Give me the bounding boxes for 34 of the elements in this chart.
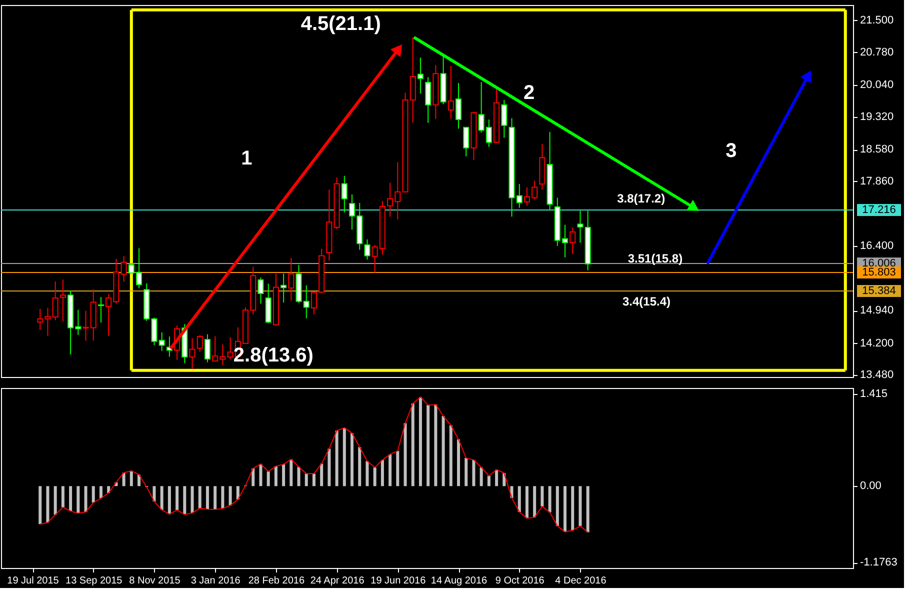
annotation: 3.51(15.8) xyxy=(628,252,683,266)
y-tick-label: -1.1763 xyxy=(860,556,898,569)
ref-line-label: 15.384 xyxy=(862,285,896,298)
annotation: 3.4(15.4) xyxy=(622,294,671,308)
y-tick-label: 17.860 xyxy=(860,175,894,188)
annotation: 2 xyxy=(523,82,535,104)
x-tick-label: 24 Apr 2016 xyxy=(310,576,365,586)
x-tick-label: 8 Nov 2015 xyxy=(129,576,181,586)
x-tick-label: 4 Dec 2016 xyxy=(555,576,607,586)
y-tick-label: 14.940 xyxy=(860,304,894,317)
annotation: 3 xyxy=(726,140,737,162)
ref-line-label: 15.803 xyxy=(862,266,896,278)
y-tick-label: 14.200 xyxy=(860,337,894,350)
y-tick-label: 20.780 xyxy=(860,46,894,58)
annotation: 2.8(13.6) xyxy=(233,344,314,366)
annotation: 4.5(21.1) xyxy=(300,13,381,36)
y-tick-label: 16.400 xyxy=(860,240,894,252)
x-tick-label: 14 Aug 2016 xyxy=(430,576,488,586)
x-tick-label: 13 Sep 2015 xyxy=(66,576,123,586)
y-tick-label: 21.500 xyxy=(860,14,894,26)
y-tick-label: 19.320 xyxy=(860,110,894,123)
y-tick-label: 0.00 xyxy=(860,480,882,492)
y-tick-label: 20.040 xyxy=(860,79,894,92)
x-tick-label: 28 Feb 2016 xyxy=(248,576,305,586)
annotation: 1 xyxy=(241,148,252,170)
y-tick-label: 1.415 xyxy=(860,388,888,400)
ref-line-label: 17.216 xyxy=(862,204,896,216)
x-tick-label: 3 Jan 2016 xyxy=(190,576,241,586)
y-tick-label: 13.480 xyxy=(860,369,894,382)
annotation: 3.8(17.2) xyxy=(617,192,666,206)
x-tick-label: 19 Jul 2015 xyxy=(7,576,60,586)
x-tick-label: 19 Jun 2016 xyxy=(370,576,426,586)
y-tick-label: 18.580 xyxy=(860,144,894,156)
x-tick-label: 9 Oct 2016 xyxy=(495,576,545,586)
